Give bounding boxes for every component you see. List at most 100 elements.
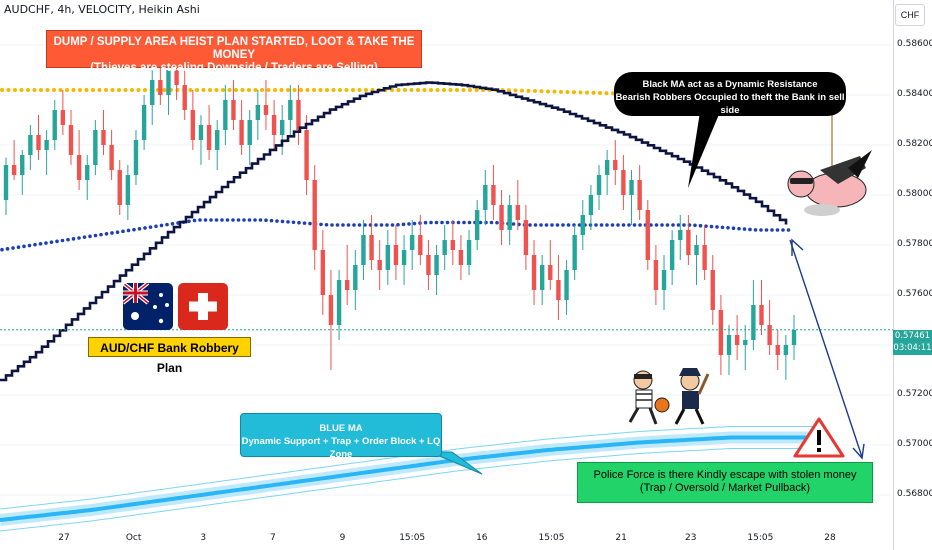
candle-body (401, 250, 407, 265)
orange-level-dot (32, 88, 37, 92)
blue-ma-lower (0, 448, 820, 532)
orange-level-dot (305, 88, 310, 92)
blue-ma-callout: BLUE MA Dynamic Support + Trap + Order B… (240, 413, 442, 460)
black-ma-line2: Bearish Robbers Occupied to theft the Ba… (615, 92, 845, 116)
police-callout: Police Force is there Kindly escape with… (577, 462, 873, 503)
orange-level-dot (416, 88, 420, 92)
blue-dotted-ma-dot (60, 238, 65, 243)
blue-dotted-ma-dot (407, 222, 411, 226)
candle-body (85, 165, 90, 180)
blue-dotted-ma-dot (610, 223, 615, 227)
blue-dotted-ma-dot (187, 219, 191, 224)
orange-level-dot (526, 88, 531, 93)
candle-body (767, 325, 772, 345)
orange-level-dot (396, 88, 401, 92)
orange-level-dot (136, 88, 141, 92)
candle-body (791, 330, 797, 345)
blue-dotted-ma-dot (781, 228, 785, 232)
orange-level-dot (84, 88, 89, 92)
candle-body (743, 340, 748, 345)
candle-body (125, 175, 131, 205)
orange-level-dot (104, 88, 108, 92)
blue-dotted-ma-dot (203, 218, 208, 222)
y-tick-label: 0.58400 (897, 89, 932, 99)
candle-body (328, 295, 334, 325)
price-axis[interactable] (893, 0, 932, 550)
blue-dotted-ma-dot (154, 224, 158, 229)
orange-level-dot (448, 88, 453, 92)
orange-level-dot (299, 88, 303, 92)
blue-dotted-ma-dot (638, 223, 642, 227)
blue-dotted-ma-dot (374, 223, 378, 227)
blue-dotted-ma-dot (159, 223, 164, 228)
x-tick-label: 15:05 (538, 533, 565, 543)
blue-dotted-ma-dot (720, 225, 725, 230)
candle-body (36, 135, 41, 150)
candle-body (637, 180, 642, 210)
currency-unit-button[interactable]: CHF (895, 4, 925, 26)
candle-body (548, 265, 553, 280)
orange-level-dot (292, 88, 297, 92)
candle-body (239, 120, 244, 145)
blue-dotted-ma-dot (352, 223, 356, 227)
candle-body (491, 185, 496, 205)
blue-dotted-ma-dot (71, 237, 76, 241)
blue-dotted-ma-dot (621, 223, 626, 227)
blue-dotted-ma-dot (753, 228, 758, 232)
switzerland-flag-icon (178, 283, 228, 330)
candle-body (580, 215, 585, 235)
orange-level-dot (507, 88, 511, 93)
orange-level-dot (364, 88, 368, 92)
candle-body (117, 170, 122, 205)
candle-body (369, 235, 374, 260)
orange-level-dot (195, 88, 199, 92)
candle-body (3, 165, 9, 200)
candle-body (133, 140, 139, 175)
blue-dotted-ma-dot (324, 222, 329, 227)
orange-level-dot (513, 88, 518, 93)
blue-dotted-ma-dot (330, 223, 334, 227)
candle-body (231, 100, 236, 120)
blue-dotted-ma-dot (5, 247, 10, 251)
candle-body (418, 235, 423, 255)
orange-level-dot (39, 88, 43, 92)
blue-dotted-ma-dot (401, 222, 406, 227)
orange-level-dot (546, 89, 550, 94)
y-tick-label: 0.58000 (897, 189, 932, 199)
blue-dotted-ma-dot (363, 223, 367, 227)
orange-level-dot (598, 91, 602, 95)
blue-dotted-ma-dot (242, 218, 246, 222)
orange-level-dot (312, 88, 316, 92)
candle-body (377, 260, 382, 270)
blue-dotted-ma-dot (440, 220, 444, 225)
blue-dotted-ma-dot (550, 223, 554, 227)
blue-dotted-ma-dot (16, 245, 21, 249)
orange-level-dot (325, 88, 329, 92)
candle-body (661, 270, 667, 290)
orange-level-dot (65, 88, 69, 92)
orange-level-dot (201, 88, 206, 92)
orange-level-dot (442, 88, 446, 92)
candle-body (621, 170, 626, 195)
blue-dotted-ma-dot (385, 223, 389, 227)
blue-dotted-ma-dot (302, 221, 307, 225)
orange-level-dot (435, 88, 440, 92)
blue-dotted-ma-dot (511, 222, 516, 226)
blue-dotted-ma-dot (616, 223, 620, 227)
orange-level-dot (130, 88, 134, 92)
x-tick-label: 28 (824, 533, 836, 543)
candle-body (450, 240, 456, 250)
blue-dotted-ma-dot (577, 223, 582, 227)
candle-body (11, 165, 17, 175)
blue-dotted-ma-dot (775, 228, 780, 232)
blue-dotted-ma-dot (148, 225, 153, 229)
blue-dotted-ma-dot (742, 227, 747, 231)
orange-level-dot (58, 88, 63, 92)
black-ma-path (0, 81, 788, 382)
blue-ma-line1: BLUE MA (319, 423, 363, 434)
blue-dotted-ma-dot (22, 244, 26, 249)
blue-dotted-ma-dot (709, 224, 714, 229)
blue-dotted-ma-dot (528, 223, 532, 227)
orange-level-dot (520, 88, 524, 93)
candle-body (247, 120, 252, 145)
